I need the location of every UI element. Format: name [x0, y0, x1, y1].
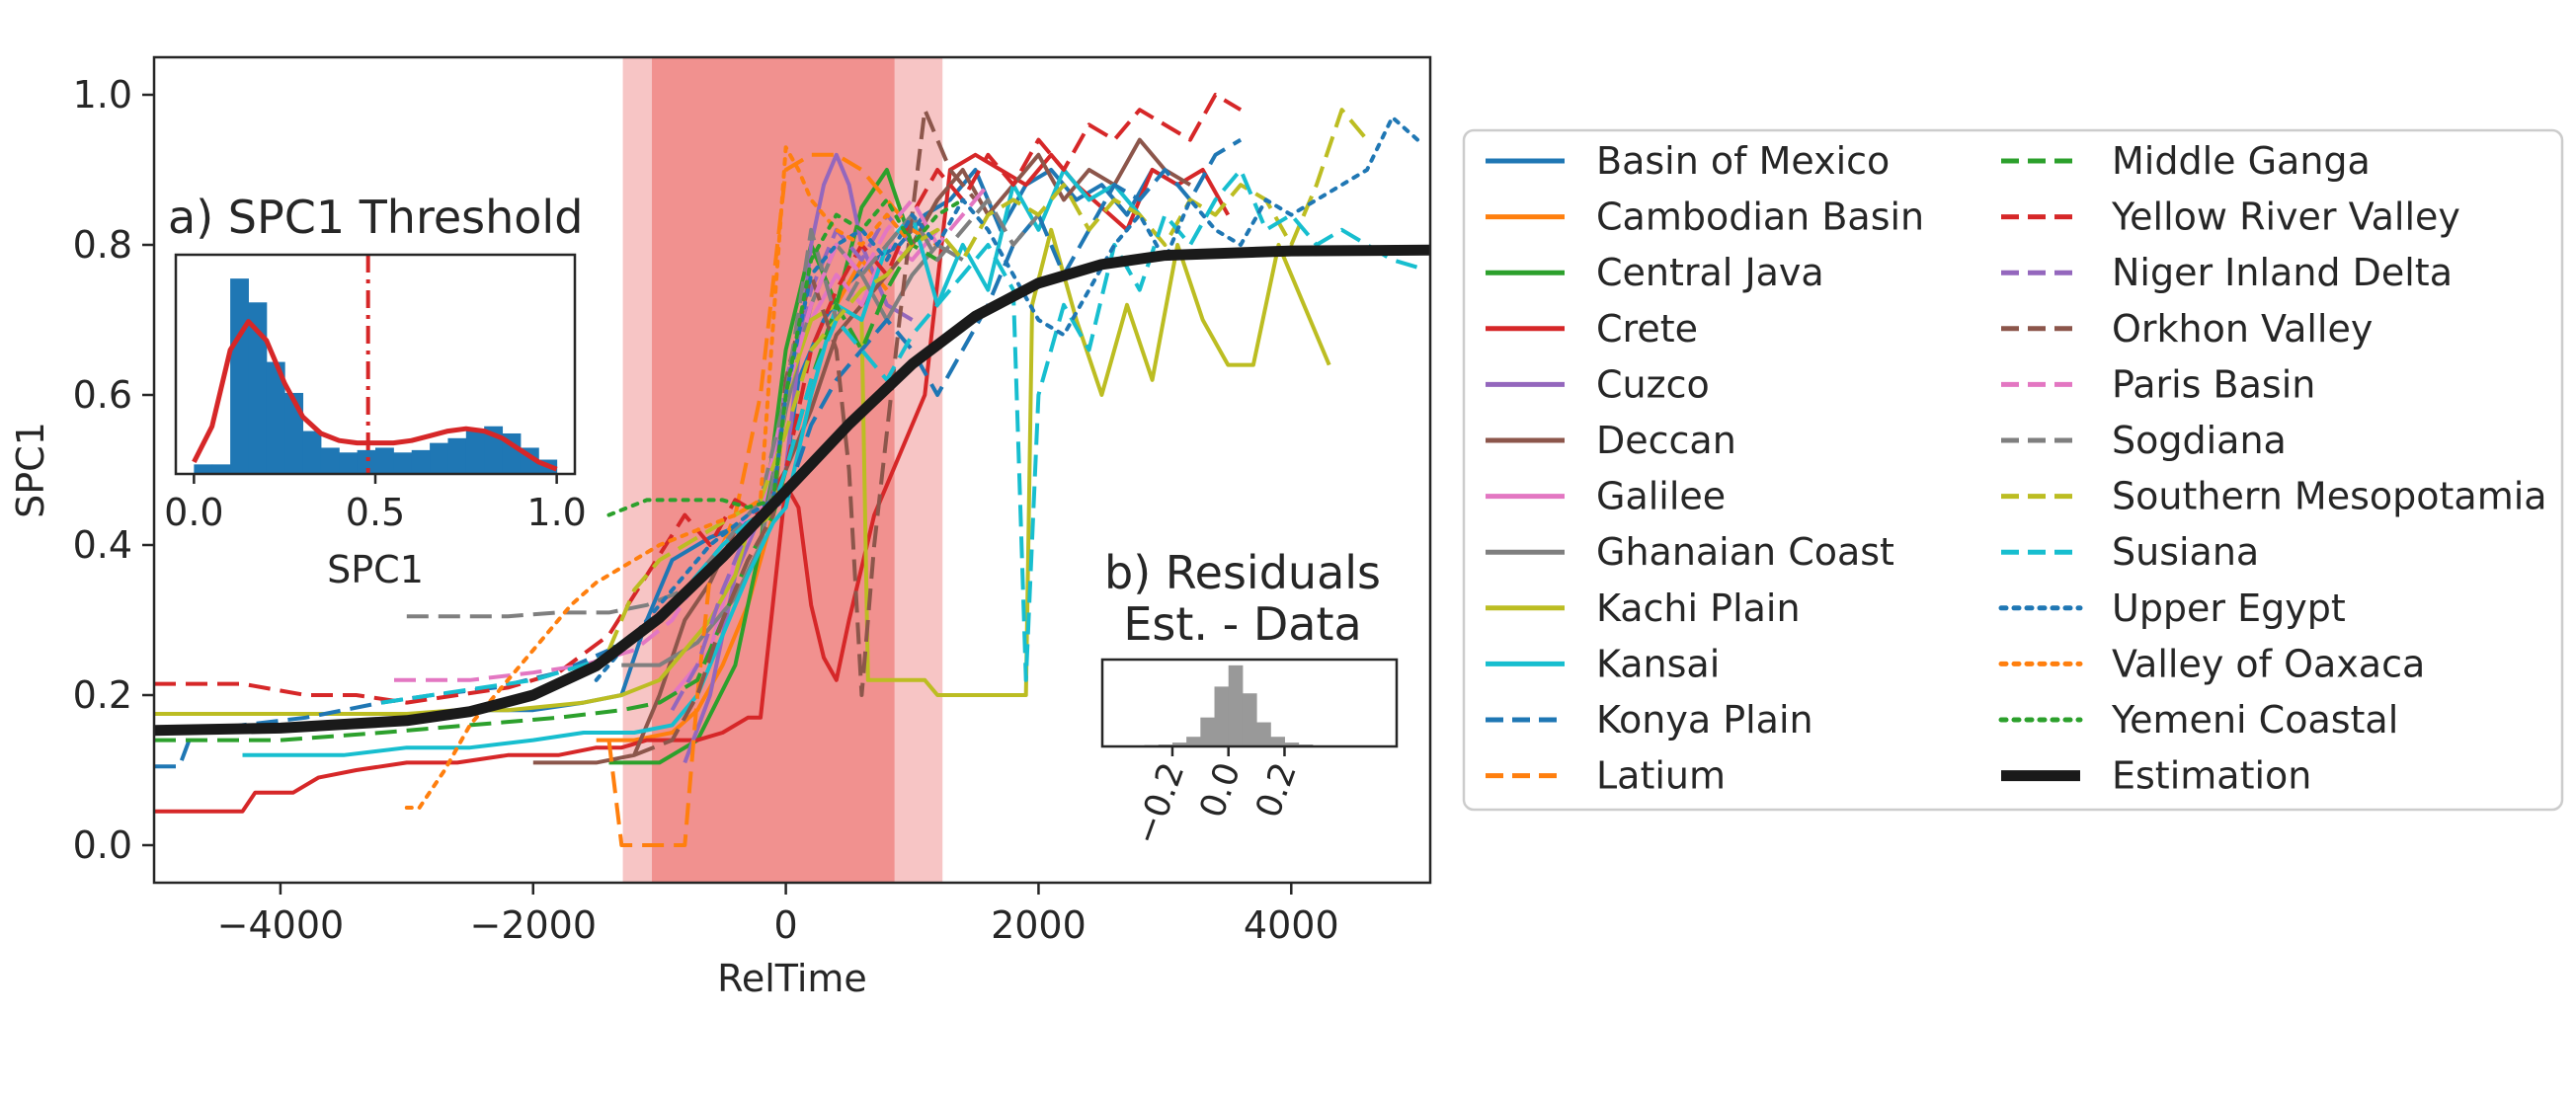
series-line-basin-of-mexico: [457, 168, 1179, 713]
legend-label-basin-of-mexico: Basin of Mexico: [1596, 139, 1890, 183]
inset-b-bar: [1214, 686, 1230, 746]
x-tick-label: −4000: [217, 903, 345, 947]
inset-a-bar: [447, 437, 467, 474]
inset-b-bar: [1256, 722, 1271, 746]
inset-a-bar: [230, 278, 249, 474]
y-tick-label: 0.6: [73, 373, 132, 417]
series-line-kansai: [242, 168, 1142, 757]
legend-label-niger-inland-delta: Niger Inland Delta: [2112, 251, 2453, 294]
x-tick-label: 4000: [1244, 903, 1339, 947]
inset-a-bar: [375, 447, 394, 474]
legend-label-kachi-plain: Kachi Plain: [1596, 586, 1801, 630]
inset-a-tick-label: 1.0: [526, 491, 586, 534]
inset-a-bar: [248, 302, 268, 474]
inset-b-title-line: Est. - Data: [1123, 597, 1361, 651]
inset-a-bar: [393, 452, 413, 474]
inset-b-bar: [1228, 664, 1244, 746]
inset-threshold-histogram: a) SPC1 Threshold 0.0 0.5 1.0 SPC1: [164, 191, 587, 591]
inset-b-bar: [1171, 742, 1187, 746]
inset-a-bar: [302, 430, 322, 474]
inset-b-bar: [1200, 717, 1216, 746]
legend-label-orkhon-valley: Orkhon Valley: [2112, 307, 2373, 351]
series-line-estimation: [154, 244, 1430, 737]
legend-label-middle-ganga: Middle Ganga: [2112, 139, 2371, 183]
main-plot: −4000 −2000 0 2000 4000 0.0 0.2 0.4 0.6 0.8 1.0 R…: [9, 55, 1432, 1000]
legend-label-susiana: Susiana: [2112, 530, 2259, 574]
inset-a-bar: [194, 464, 213, 474]
legend-label-cambodian-basin: Cambodian Basin: [1596, 195, 1924, 239]
inset-a-bar: [430, 442, 448, 474]
inset-a-bar: [357, 449, 376, 474]
x-tick-label: 0: [774, 903, 798, 947]
x-axis-ticks: −4000 −2000 0 2000 4000: [217, 883, 1339, 947]
inset-a-tick-label: 0.0: [164, 491, 223, 534]
y-axis-label: SPC1: [9, 422, 52, 518]
y-tick-label: 1.0: [73, 73, 132, 117]
legend-label-valley-of-oaxaca: Valley of Oaxaca: [2112, 642, 2425, 685]
legend: Basin of Mexico Cambodian Basin Central Ja…: [1462, 128, 2564, 812]
series-line-kachi-plain: [154, 227, 1331, 716]
x-tick-label: 2000: [991, 903, 1087, 947]
legend-label-central-java: Central Java: [1596, 251, 1824, 294]
inset-b-bar: [1284, 742, 1300, 746]
series-line-yemeni-coastal: [606, 197, 965, 517]
inset-a-bar: [339, 452, 359, 474]
inset-residuals-histogram: b) Residuals Est. - Data −0.2 0.0 0.2: [1100, 546, 1399, 850]
y-tick-label: 0.4: [73, 523, 132, 567]
series-line-sogdiana: [406, 197, 1040, 619]
inset-b-marks: [1116, 664, 1384, 746]
inset-a-bar: [411, 449, 431, 474]
inset-b-frame: [1100, 658, 1399, 748]
inset-a-tick-label: 0.5: [346, 491, 405, 534]
legend-label-galilee: Galilee: [1596, 475, 1726, 518]
x-tick-label: −2000: [469, 903, 597, 947]
legend-items: Basin of Mexico Cambodian Basin Central Ja…: [1486, 139, 2547, 798]
inset-a-xlabel: SPC1: [327, 548, 424, 591]
legend-label-southern-mesopotamia: Southern Mesopotamia: [2112, 475, 2547, 518]
legend-label-cuzco: Cuzco: [1596, 362, 1710, 406]
inset-a-bar: [266, 361, 285, 474]
legend-label-deccan: Deccan: [1596, 419, 1736, 462]
legend-label-yemeni-coastal: Yemeni Coastal: [2111, 698, 2398, 742]
y-tick-label: 0.0: [73, 823, 132, 867]
legend-label-paris-basin: Paris Basin: [2112, 362, 2315, 406]
legend-label-estimation: Estimation: [2112, 754, 2311, 798]
inset-a-ticks: 0.0 0.5 1.0: [164, 474, 587, 534]
series-line-paris-basin: [394, 183, 990, 682]
legend-label-konya-plain: Konya Plain: [1596, 698, 1813, 742]
x-axis-label: RelTime: [717, 957, 867, 1000]
inset-a-bar: [465, 429, 485, 474]
legend-label-crete: Crete: [1596, 307, 1698, 351]
legend-label-yellow-river-valley: Yellow River Valley: [2111, 195, 2460, 239]
series-line-upper-egypt: [594, 115, 1420, 682]
inset-b-bar: [1242, 693, 1257, 746]
inset-b-bar: [1270, 737, 1285, 746]
legend-box: [1462, 128, 2564, 812]
legend-label-kansai: Kansai: [1596, 642, 1720, 685]
series-line-latium: [606, 152, 939, 847]
y-tick-label: 0.2: [73, 673, 132, 717]
legend-label-sogdiana: Sogdiana: [2112, 419, 2287, 462]
inset-b-title: b) Residuals Est. - Data: [1104, 546, 1381, 651]
inset-a-bar: [211, 464, 231, 474]
plot-frame: [152, 55, 1432, 885]
legend-label-upper-egypt: Upper Egypt: [2112, 586, 2346, 630]
inset-a-title: a) SPC1 Threshold: [168, 191, 583, 244]
y-axis-ticks: 0.0 0.2 0.4 0.6 0.8 1.0: [73, 73, 154, 867]
inset-a-marks: [192, 255, 558, 474]
y-tick-label: 0.8: [73, 223, 132, 267]
legend-label-latium: Latium: [1596, 754, 1726, 798]
series-line-konya-plain: [154, 137, 1243, 769]
inset-b-title-line: b) Residuals: [1104, 546, 1381, 599]
inset-a-kde-curve: [192, 319, 558, 472]
series-line-cambodian-basin: [596, 258, 889, 742]
inset-b-bar: [1186, 737, 1201, 746]
inset-a-bar: [320, 447, 340, 474]
series-lines: [154, 93, 1430, 847]
series-line-yellow-river-valley: [154, 93, 1243, 705]
legend-label-ghanaian-coast: Ghanaian Coast: [1596, 530, 1894, 574]
